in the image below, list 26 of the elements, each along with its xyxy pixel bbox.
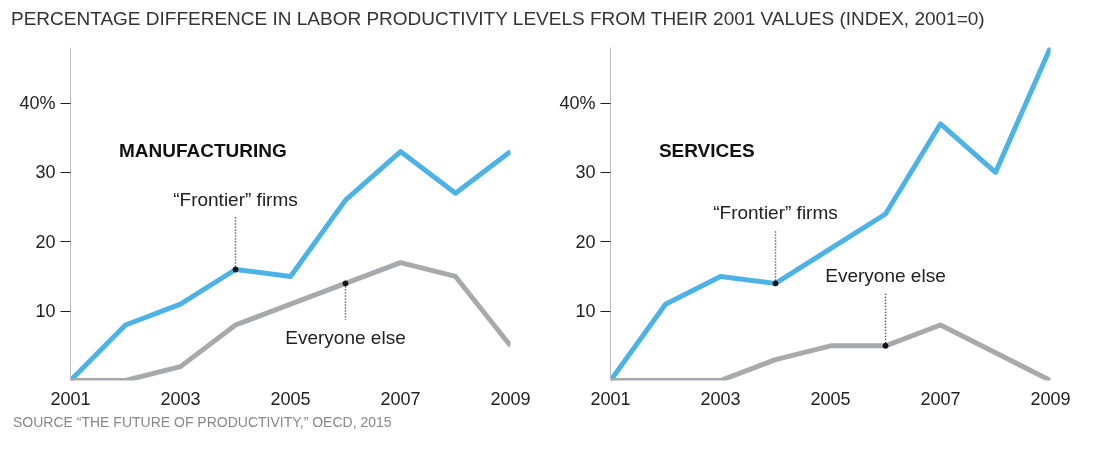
y-tick-label: 20 [35, 231, 56, 252]
x-tick-label: 2001 [590, 388, 631, 409]
y-tick-label: 30 [35, 162, 56, 183]
y-tick-label: 10 [575, 301, 596, 322]
y-tick-label: 10 [35, 301, 56, 322]
text: MANUFACTURING [118, 139, 287, 161]
x-tick-label: 2007 [920, 388, 961, 409]
text: Everyone else [825, 265, 946, 287]
series-label: “Frontier” firms [173, 188, 298, 210]
x-tick-label: 2001 [50, 388, 91, 409]
x-tick-label: 2003 [160, 388, 201, 409]
series-label: Everyone else [285, 326, 406, 348]
x-tick-label: 2009 [1030, 388, 1071, 409]
source-note: SOURCE “THE FUTURE OF PRODUCTIVITY,” OECD, 2015 [13, 413, 392, 433]
x-tick-label: 2005 [810, 388, 851, 409]
series-label: “Frontier” firms [713, 202, 838, 224]
y-tick-label: 20 [575, 231, 596, 252]
x-tick-label: 2005 [270, 388, 311, 409]
x-tick-label: 2007 [380, 388, 421, 409]
y-tick-label: 40% [19, 93, 56, 114]
x-tick-label: 2003 [700, 388, 741, 409]
text: SERVICES [658, 139, 755, 161]
x-tick-label: 2009 [490, 388, 531, 409]
chart-title: PERCENTAGE DIFFERENCE IN LABOR PRODUCTIVITY LEVELS FROM THEIR 2001 VALUES (INDEX, 2001=0) [11, 7, 985, 31]
y-tick-label: 40% [559, 93, 596, 114]
y-tick-label: 30 [575, 162, 596, 183]
